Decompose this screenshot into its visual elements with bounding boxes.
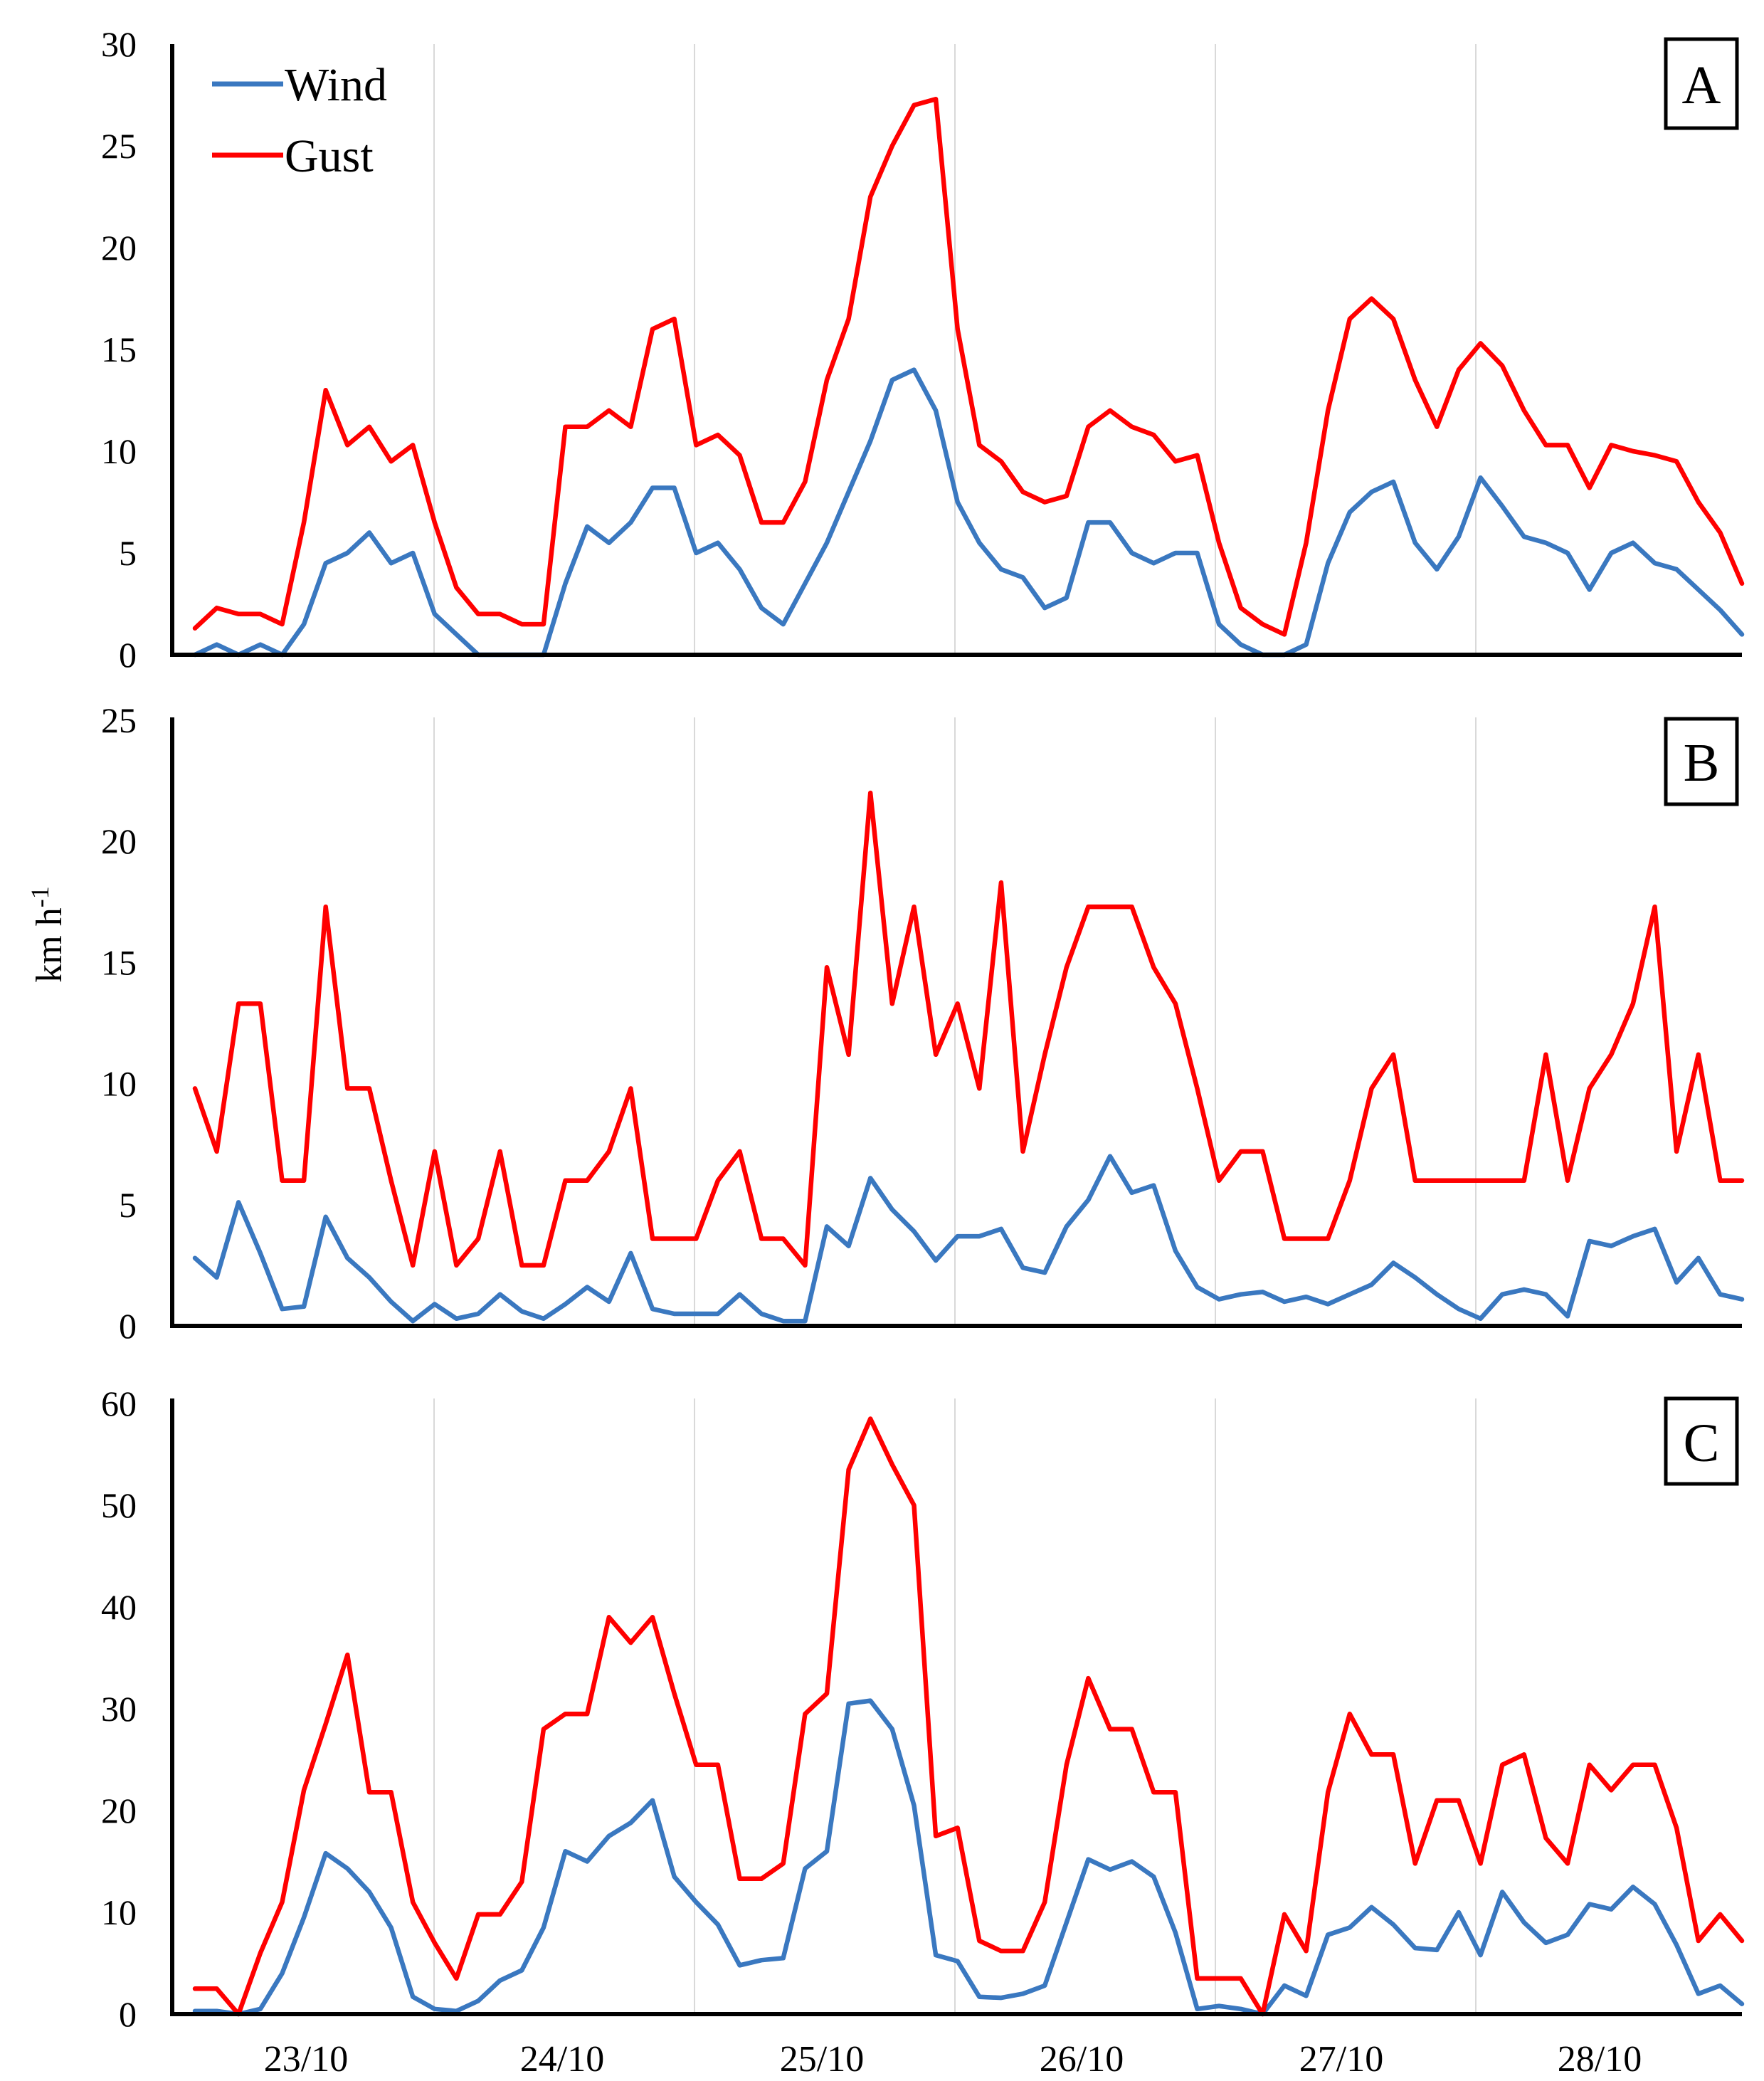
y-tick-label: 10 xyxy=(101,1064,137,1104)
y-tick-label: 50 xyxy=(101,1485,137,1525)
labels: 0 5 10 15 20 25 30 0 5 10 15 20 25 0 10 20 30 40 50 60 23/10… xyxy=(101,24,1642,2080)
panel-label-b: B xyxy=(1664,717,1739,806)
x-tick-label: 27/10 xyxy=(1299,2039,1383,2080)
y-tick-label: 10 xyxy=(101,431,137,471)
panel-label-c: C xyxy=(1664,1396,1739,1486)
legend-gust-label: Gust xyxy=(285,130,374,182)
series-line-wind-c xyxy=(192,1698,1745,2017)
panel-label-b-text: B xyxy=(1684,733,1720,793)
panel-label-c-box xyxy=(1664,1396,1739,1486)
series-line-gust-b xyxy=(192,790,1745,1268)
y-tick-label: 0 xyxy=(119,635,137,675)
vertical-gridlines xyxy=(433,44,1477,2014)
legend: Wind Gust xyxy=(212,59,387,182)
x-tick-label: 23/10 xyxy=(264,2039,348,2080)
y-tick-label: 10 xyxy=(101,1892,137,1932)
y-tick-label: 5 xyxy=(119,1185,137,1225)
series-line-gust-a xyxy=(192,96,1745,637)
y-tick-label: 20 xyxy=(101,821,137,861)
panel-label-b-box xyxy=(1664,717,1739,806)
x-tick-label: 25/10 xyxy=(780,2039,864,2080)
y-tick-label: 15 xyxy=(101,942,137,982)
x-tick-label: 28/10 xyxy=(1558,2039,1642,2080)
panel-label-a-box xyxy=(1664,37,1739,130)
y-tick-label: 30 xyxy=(101,1689,137,1729)
series-lines xyxy=(192,96,1745,2017)
x-tick-label: 26/10 xyxy=(1040,2039,1124,2080)
series-line-wind-a xyxy=(192,367,1745,658)
y-tick-label: 25 xyxy=(101,700,137,740)
y-tick-label: 20 xyxy=(101,228,137,268)
y-tick-label: 60 xyxy=(101,1384,137,1423)
y-tick-label: 25 xyxy=(101,126,137,166)
axes xyxy=(170,44,1742,2016)
y-tick-label: 20 xyxy=(101,1791,137,1830)
y-tick-label: 40 xyxy=(101,1587,137,1627)
x-tick-label: 24/10 xyxy=(520,2039,604,2080)
panel-label-c-text: C xyxy=(1684,1413,1720,1473)
y-tick-label: 0 xyxy=(119,1994,137,2034)
y-tick-label: 30 xyxy=(101,24,137,64)
y-tick-label: 5 xyxy=(119,533,137,573)
y-tick-label: 0 xyxy=(119,1306,137,1346)
series-line-wind-b xyxy=(192,1154,1745,1324)
series-line-gust-c xyxy=(192,1416,1745,2017)
legend-wind-label: Wind xyxy=(285,59,387,111)
panel-label-a: A xyxy=(1664,37,1739,130)
y-axis-label: km h-1 xyxy=(26,886,70,982)
y-tick-label: 15 xyxy=(101,330,137,369)
panel-label-a-text: A xyxy=(1682,56,1721,115)
